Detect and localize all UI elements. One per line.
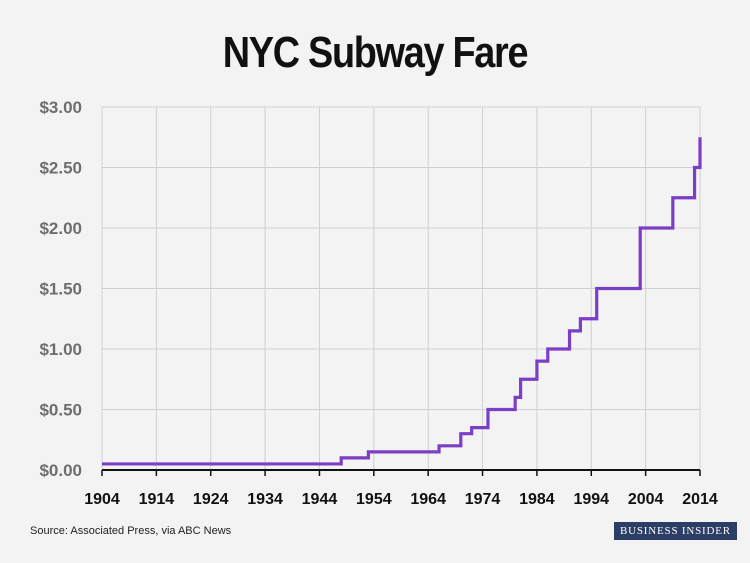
y-tick-label: $1.00 [39,340,82,359]
chart-grid [101,106,701,471]
x-axis-ticks: 1904 1914 1924 1934 1944 1954 1964 1974 1984 1994… [84,491,718,508]
x-tick-label: 1984 [519,491,555,508]
x-tick-label: 1924 [193,491,229,508]
y-tick-label: $1.50 [39,280,82,299]
brand-logo: BUSINESS INSIDER [614,522,737,540]
x-tick-label: 1974 [465,491,501,508]
x-tick-label: 1994 [573,491,609,508]
x-tick-label: 2014 [682,491,718,508]
y-axis-ticks: $0.00 $0.50 $1.00 $1.50 $2.00 $2.50 $3.00 [39,98,82,480]
y-tick-label: $2.50 [39,159,82,178]
x-tick-label: 1914 [139,491,175,508]
x-tick-label: 2004 [628,491,664,508]
y-tick-label: $0.00 [39,461,82,480]
x-tick-label: 1944 [302,491,338,508]
x-tick-label: 1964 [410,491,446,508]
axes [101,469,701,476]
fare-step-line [102,137,702,466]
x-tick-label: 1934 [247,491,283,508]
chart-title: NYC Subway Fare [222,28,529,77]
y-tick-label: $2.00 [39,219,82,238]
y-tick-label: $3.00 [39,98,82,117]
x-tick-label: 1904 [84,491,120,508]
series-layer [102,137,702,466]
x-tick-label: 1954 [356,491,392,508]
source-note: Source: Associated Press, via ABC News [30,525,232,537]
y-tick-label: $0.50 [39,401,82,420]
